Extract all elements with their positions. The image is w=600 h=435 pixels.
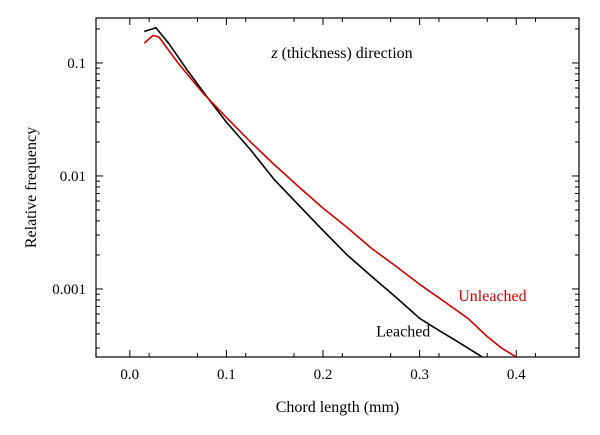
- x-tick-label: 0.3: [410, 367, 429, 383]
- series-line-leached: [144, 26, 483, 357]
- annotation-rest: (thickness) direction: [278, 45, 413, 62]
- y-tick-label: 0.01: [60, 169, 86, 185]
- series-label-unleached: Unleached: [458, 288, 526, 305]
- series-layer: [143, 26, 517, 357]
- x-tick-label: 0.2: [314, 367, 333, 383]
- y-tick-label: 0.1: [67, 56, 86, 72]
- x-tick-label: 0.4: [507, 367, 526, 383]
- x-tick-label: 0.0: [120, 367, 139, 383]
- chart-annotation: z (thickness) direction: [270, 45, 412, 62]
- annotation-italic: z: [270, 45, 278, 62]
- series-label-leached: Leached: [376, 323, 430, 340]
- tick-layer: 0.0 0.1 0.2 0.3 0.4 0.1 0.01 0.001: [52, 18, 579, 383]
- series-label-layer: Leached Unleached: [376, 288, 527, 340]
- x-tick-label: 0.1: [217, 367, 236, 383]
- y-tick-label: 0.001: [52, 282, 86, 298]
- plot-area: 0.0 0.1 0.2 0.3 0.4 0.1 0.01 0.001: [52, 17, 580, 383]
- plot-frame: [95, 17, 580, 358]
- series-line-unleached: [143, 34, 517, 357]
- y-axis-title: Relative frequency: [23, 127, 40, 248]
- x-axis-title: Chord length (mm): [276, 399, 400, 416]
